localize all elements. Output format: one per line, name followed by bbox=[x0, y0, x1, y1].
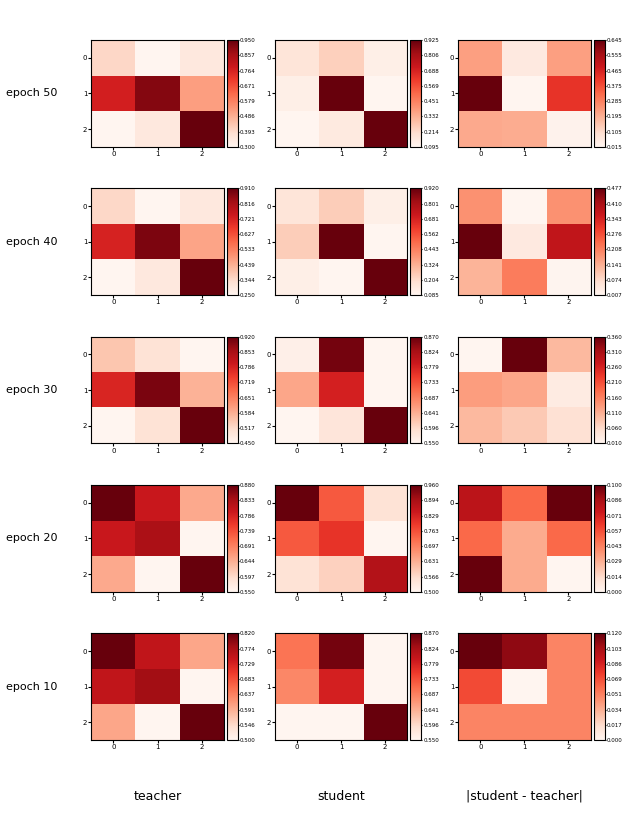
Text: student: student bbox=[317, 790, 365, 803]
Text: epoch 50: epoch 50 bbox=[6, 89, 58, 99]
Text: epoch 20: epoch 20 bbox=[6, 534, 58, 544]
Text: epoch 10: epoch 10 bbox=[6, 682, 58, 692]
Text: teacher: teacher bbox=[134, 790, 182, 803]
Text: epoch 40: epoch 40 bbox=[6, 237, 58, 247]
Text: |student - teacher|: |student - teacher| bbox=[466, 790, 583, 803]
Text: epoch 30: epoch 30 bbox=[6, 385, 58, 395]
